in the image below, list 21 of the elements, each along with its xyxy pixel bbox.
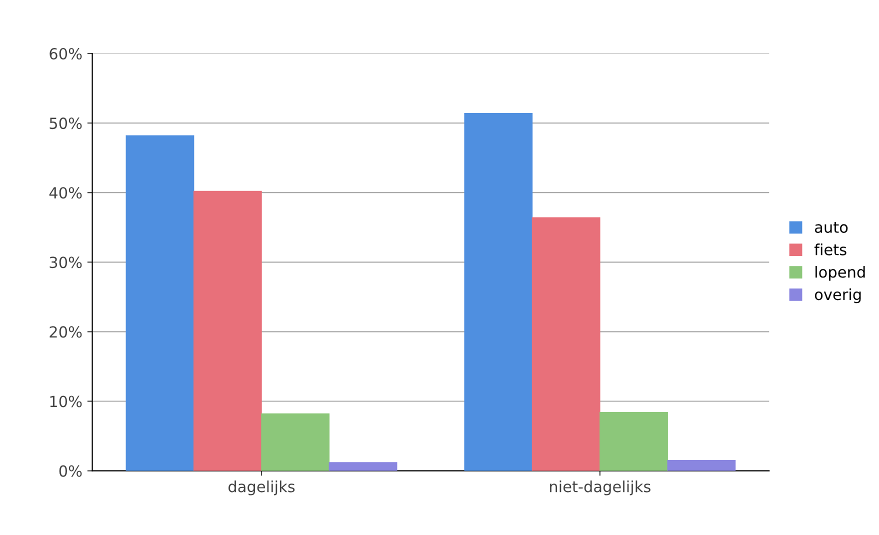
y-tick-label: 50% <box>50 118 82 130</box>
legend-label: auto <box>815 222 848 233</box>
y-tick-label: 60% <box>50 48 82 60</box>
y-tick-label: 40% <box>49 187 82 199</box>
bar <box>193 190 262 471</box>
y-tick-label: 30% <box>50 256 82 268</box>
bar <box>600 412 668 471</box>
bar <box>532 217 600 471</box>
x-tick-label: niet-dagelijks <box>550 480 650 496</box>
legend-label: lopend <box>816 266 865 281</box>
bar <box>667 460 736 471</box>
bar <box>261 413 330 471</box>
x-tick-label: dagelijks <box>228 480 295 496</box>
y-tick-label: 10% <box>50 396 82 408</box>
bar <box>126 135 194 471</box>
y-tick-label: 20% <box>50 326 82 338</box>
legend-label: overig <box>814 288 861 304</box>
bar <box>328 462 398 471</box>
bar <box>464 112 533 471</box>
y-tick-label: 0% <box>59 465 82 477</box>
legend-label: fiets <box>814 244 846 256</box>
